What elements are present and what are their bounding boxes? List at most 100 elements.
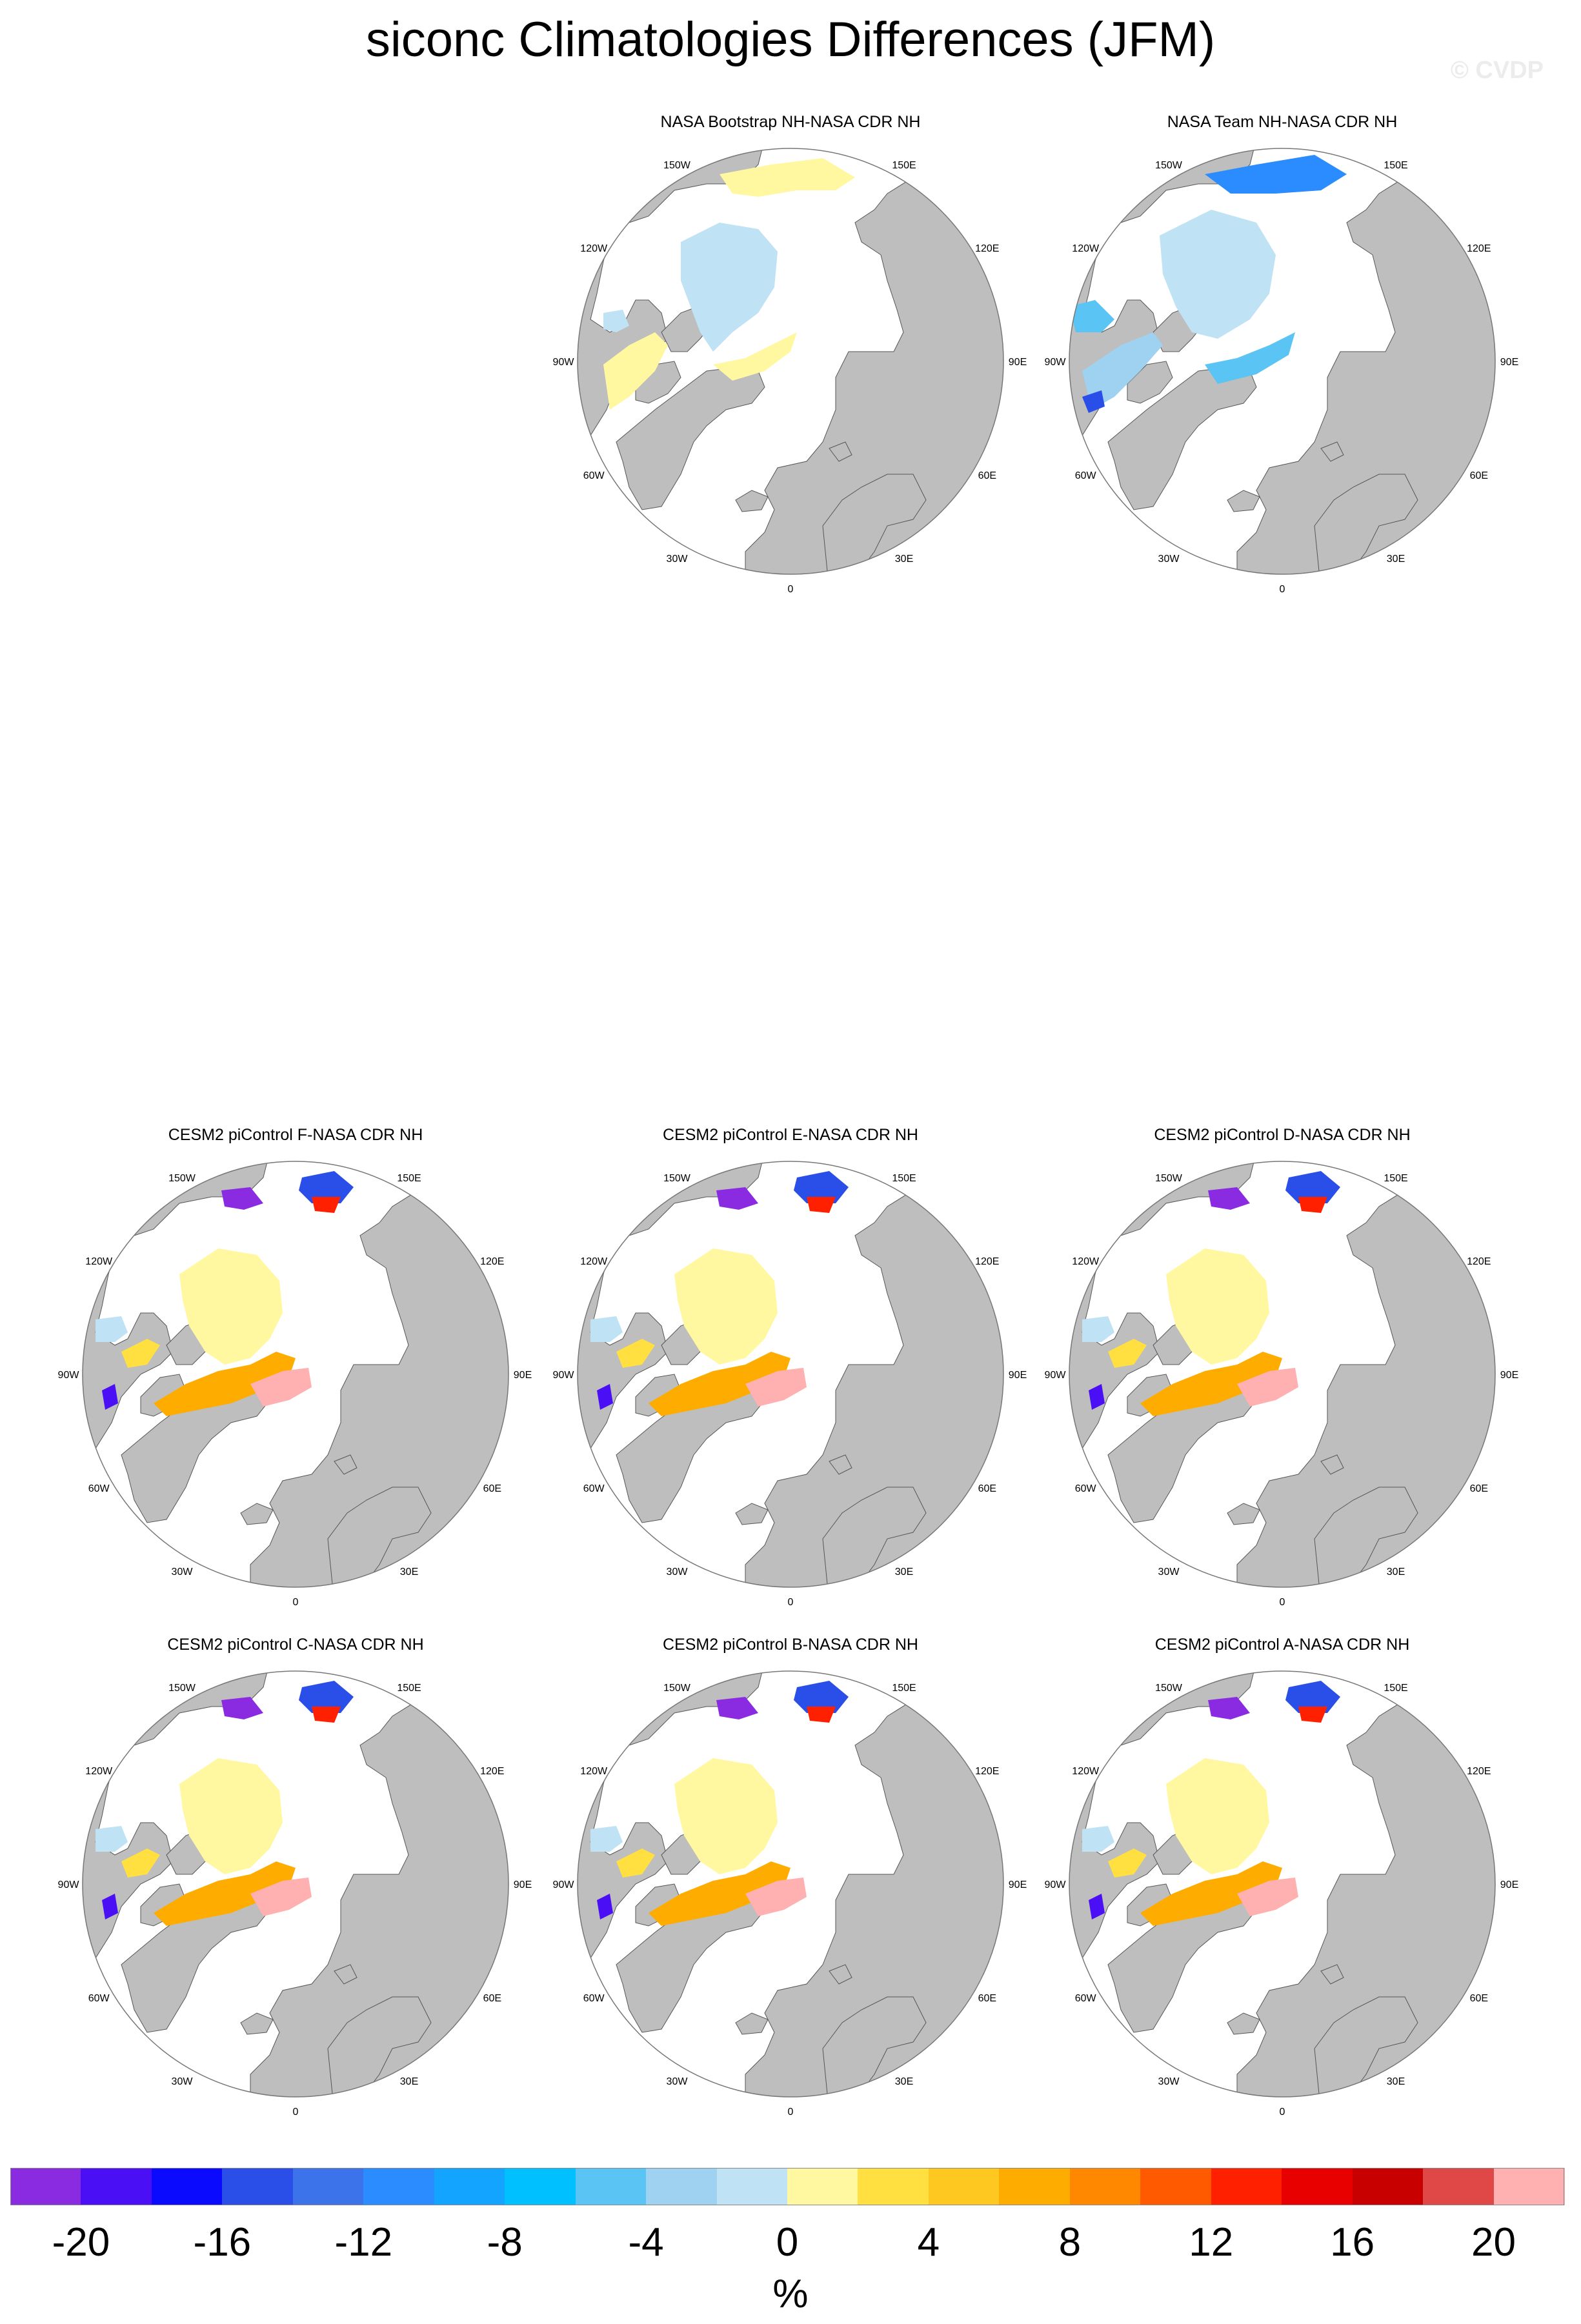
colorbar-units: % <box>772 2272 809 2316</box>
longitude-label: 150W <box>168 1173 196 1184</box>
colorbar-tick-label: -4 <box>628 2220 664 2265</box>
longitude-label: 60W <box>88 1483 110 1494</box>
longitude-label: 30E <box>895 2076 913 2087</box>
ice-diff-okhotsk-edge <box>807 1707 836 1723</box>
ice-diff-labrador <box>597 1384 613 1410</box>
panel-title: CESM2 piControl C-NASA CDR NH <box>167 1636 424 1654</box>
svalbard-land <box>1320 441 1344 462</box>
ice-diff-central-arctic <box>674 1248 778 1365</box>
ice-diff-central-arctic <box>681 223 778 352</box>
longitude-label: 0 <box>1280 584 1285 595</box>
ice-diff-chukchi <box>221 1697 263 1719</box>
longitude-label: 60E <box>978 1483 996 1494</box>
colorbar-swatch <box>505 2168 576 2205</box>
longitude-label: 60E <box>1470 470 1488 481</box>
panel-cesm2-f: CESM2 piControl F-NASA CDR NH 180 150E 120… <box>57 1126 534 1616</box>
colorbar-swatch <box>575 2168 647 2205</box>
polar-map: 180 150E 120E 90E 60E 30E 0 30W 60W 90W 120W 150W <box>58 1152 532 1608</box>
panel-title: CESM2 piControl B-NASA CDR NH <box>663 1636 918 1654</box>
longitude-label: 30E <box>400 2076 418 2087</box>
longitude-label: 120W <box>85 1766 113 1777</box>
map-boundary <box>577 1161 1004 1588</box>
ice-diff-barents <box>1237 1878 1298 1916</box>
map-boundary <box>1069 1161 1496 1588</box>
ice-diff-chukchi <box>1208 1187 1250 1210</box>
longitude-label: 90E <box>1500 357 1518 368</box>
colorbar-tick-label: -12 <box>334 2220 393 2265</box>
iceland-land <box>240 1503 274 1525</box>
longitude-label: 180 <box>1274 139 1291 141</box>
longitude-label: 150W <box>1155 1173 1183 1184</box>
longitude-label: 150W <box>1155 160 1183 171</box>
longitude-label: 30W <box>1158 1567 1180 1578</box>
longitude-label: 120W <box>580 1766 608 1777</box>
svalbard-land <box>829 1454 852 1475</box>
longitude-label: 150W <box>663 160 691 171</box>
longitude-label: 90W <box>58 1879 80 1890</box>
polar-map: 180 150E 120E 90E 60E 30E 0 30W 60W 90W 120W 150W <box>553 1661 1027 2118</box>
longitude-label: 90E <box>1009 1879 1027 1890</box>
map-boundary <box>82 1161 509 1588</box>
ice-diff-hudson <box>1082 1826 1114 1852</box>
longitude-label: 30W <box>172 1567 194 1578</box>
longitude-label: 0 <box>788 2107 794 2118</box>
longitude-label: 150E <box>892 1683 916 1694</box>
colorbar-swatch <box>928 2168 1000 2205</box>
panel-title: CESM2 piControl D-NASA CDR NH <box>1154 1126 1411 1144</box>
longitude-label: 30E <box>895 554 913 565</box>
longitude-label: 0 <box>788 584 794 595</box>
svalbard-land <box>334 1964 357 1985</box>
map-layers <box>83 1671 509 2097</box>
longitude-label: 150W <box>663 1173 691 1184</box>
ice-diff-okhotsk <box>299 1171 354 1203</box>
ice-diff-baffin <box>121 1339 160 1368</box>
ice-diff-barents <box>1205 332 1295 384</box>
colorbar-swatch <box>787 2168 859 2205</box>
longitude-label: 0 <box>1280 2107 1285 2118</box>
longitude-label: 30W <box>1158 2076 1180 2087</box>
panel-cesm2-d: CESM2 piControl D-NASA CDR NH 180 150E 120… <box>1043 1126 1521 1616</box>
ice-diff-atlantic-edge <box>1140 1861 1282 1926</box>
longitude-label: 120E <box>480 1256 504 1267</box>
longitude-label: 60W <box>1075 470 1097 481</box>
longitude-label: 90E <box>1500 1879 1518 1890</box>
longitude-label: 60W <box>1075 1483 1097 1494</box>
longitude-label: 60W <box>1075 1993 1097 2004</box>
ice-diff-labrador <box>1089 1894 1105 1919</box>
scandinavia-land <box>1314 474 1418 574</box>
ice-diff-okhotsk <box>794 1681 849 1713</box>
scandinavia-land <box>822 1487 927 1587</box>
longitude-label: 30W <box>667 2076 689 2087</box>
longitude-label: 120W <box>1072 1766 1100 1777</box>
ice-diff-barents <box>250 1878 312 1916</box>
polar-map: 180 150E 120E 90E 60E 30E 0 30W 60W 90W 120W 150W <box>1045 139 1519 595</box>
longitude-label: 180 <box>287 1152 305 1154</box>
colorbar-swatch <box>646 2168 718 2205</box>
scandinavia-land <box>1314 1487 1418 1587</box>
colorbar-tick-label: 12 <box>1189 2220 1234 2265</box>
colorbar-frame <box>10 2168 1564 2205</box>
longitude-label: 30W <box>667 554 689 565</box>
ice-diff-atlantic-edge <box>1140 1352 1282 1416</box>
panel-title: NASA Bootstrap NH-NASA CDR NH <box>660 113 921 131</box>
ice-diff-hudson <box>1082 1316 1114 1342</box>
ice-diff-labrador <box>102 1894 118 1919</box>
ice-diff-hudson <box>603 310 629 332</box>
polar-map: 180 150E 120E 90E 60E 30E 0 30W 60W 90W 120W 150W <box>1045 1152 1519 1608</box>
longitude-label: 150W <box>168 1683 196 1694</box>
ice-diff-central-arctic <box>179 1758 283 1874</box>
colorbar-tick-label: 4 <box>917 2220 940 2265</box>
longitude-label: 60W <box>583 470 605 481</box>
colorbar-swatch <box>1211 2168 1283 2205</box>
colorbar-swatch <box>1352 2168 1424 2205</box>
iceland-land <box>735 1503 769 1525</box>
longitude-label: 60E <box>483 1993 501 2004</box>
longitude-label: 0 <box>293 2107 299 2118</box>
longitude-label: 30E <box>1387 554 1405 565</box>
iceland-land <box>1227 2012 1260 2035</box>
panel-nasa-bootstrap: NASA Bootstrap NH-NASA CDR NH 180 150E 120… <box>552 113 1029 603</box>
colorbar-swatch <box>81 2168 152 2205</box>
colorbar-swatch <box>999 2168 1071 2205</box>
longitude-label: 120E <box>1467 243 1491 254</box>
longitude-label: 150E <box>397 1173 421 1184</box>
